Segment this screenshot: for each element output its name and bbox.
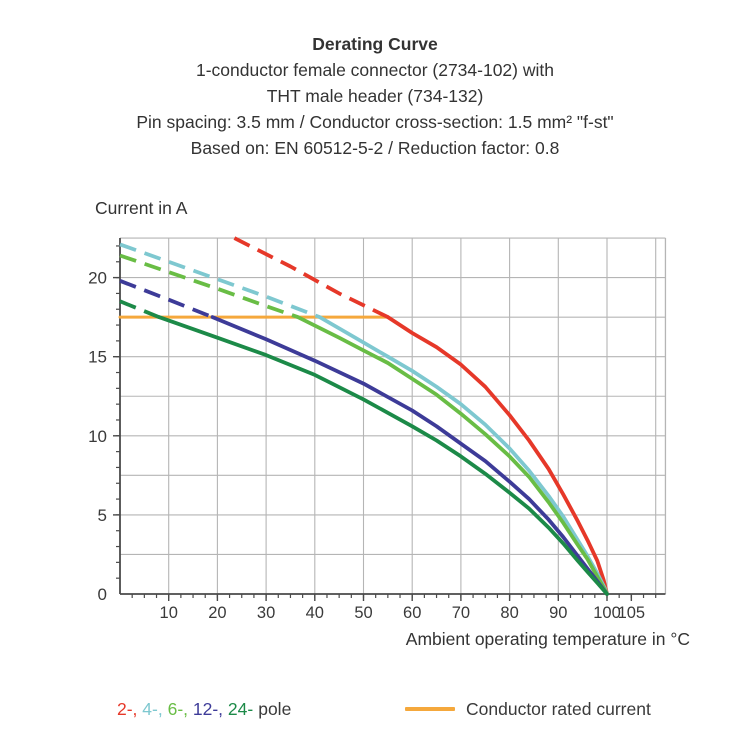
x-axis-title: Ambient operating temperature in °C	[405, 629, 690, 649]
y-tick-label: 5	[98, 506, 107, 525]
curve-6-pole-solid	[295, 315, 609, 596]
curve-2-pole-dashed	[233, 236, 389, 319]
x-tick-label: 90	[549, 604, 567, 622]
x-tick-label: 30	[257, 604, 275, 622]
chart-subtitle-header: THT male header (734-132)	[266, 86, 484, 106]
chart-title: Derating Curve	[312, 34, 438, 54]
x-tick-label: 10	[160, 604, 178, 622]
legend-pole-suffix: pole	[258, 699, 292, 719]
rated-current-label: Conductor rated current	[466, 699, 651, 719]
x-tick-label: 70	[452, 604, 470, 622]
curve-24-pole-dashed	[119, 299, 160, 319]
curve-6-pole-dashed	[119, 253, 299, 319]
chart-subtitle-standard: Based on: EN 60512-5-2 / Reduction facto…	[190, 138, 560, 158]
x-tick-label: 80	[500, 604, 518, 622]
rated-current-swatch	[405, 707, 455, 711]
y-tick-label: 20	[88, 269, 107, 288]
x-tick-label: 100	[593, 604, 621, 622]
x-tick-label: 50	[354, 604, 372, 622]
curve-4-pole-dashed	[119, 242, 321, 319]
chart-title-block: Derating Curve 1-conductor female connec…	[0, 31, 750, 161]
legend-pole-item: 12-,	[188, 699, 224, 719]
legend-pole-item: 2-,	[117, 699, 138, 719]
x-tick-label: 20	[208, 604, 226, 622]
legend-pole-row: 2-, 4-, 6-, 12-, 24- pole	[117, 699, 291, 720]
chart-subtitle-connector: 1-conductor female connector (2734-102) …	[196, 60, 554, 80]
curve-24-pole-solid	[157, 315, 609, 596]
x-tick-label: 40	[306, 604, 324, 622]
y-tick-label: 0	[98, 585, 107, 604]
curve-4-pole-solid	[317, 315, 609, 596]
chart-subtitle-spacing: Pin spacing: 3.5 mm / Conductor cross-se…	[136, 112, 614, 132]
y-tick-label: 10	[88, 427, 107, 446]
curve-12-pole-dashed	[119, 279, 214, 319]
legend-pole-item: 24-	[223, 699, 254, 719]
y-axis-title: Current in A	[95, 198, 188, 218]
x-tick-label: 105	[618, 604, 646, 622]
x-tick-label: 60	[403, 604, 421, 622]
legend-pole-item: 6-,	[162, 699, 189, 719]
legend-pole-item: 4-,	[137, 699, 163, 719]
curve-2-pole-solid	[386, 315, 609, 596]
curve-12-pole-solid	[210, 315, 609, 596]
legend-pole-items: 2-, 4-, 6-, 12-, 24-	[117, 699, 253, 719]
y-tick-label: 15	[88, 348, 107, 367]
